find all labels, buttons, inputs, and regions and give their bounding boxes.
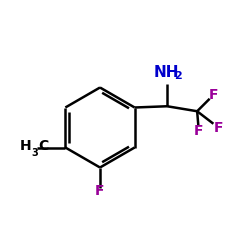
Text: F: F	[209, 88, 218, 102]
Text: H: H	[20, 139, 32, 153]
Text: F: F	[214, 120, 223, 134]
Text: F: F	[95, 184, 105, 198]
Text: F: F	[194, 124, 203, 138]
Text: 3: 3	[32, 148, 38, 158]
Text: C: C	[38, 139, 49, 153]
Text: NH: NH	[153, 65, 179, 80]
Text: 2: 2	[174, 71, 182, 81]
